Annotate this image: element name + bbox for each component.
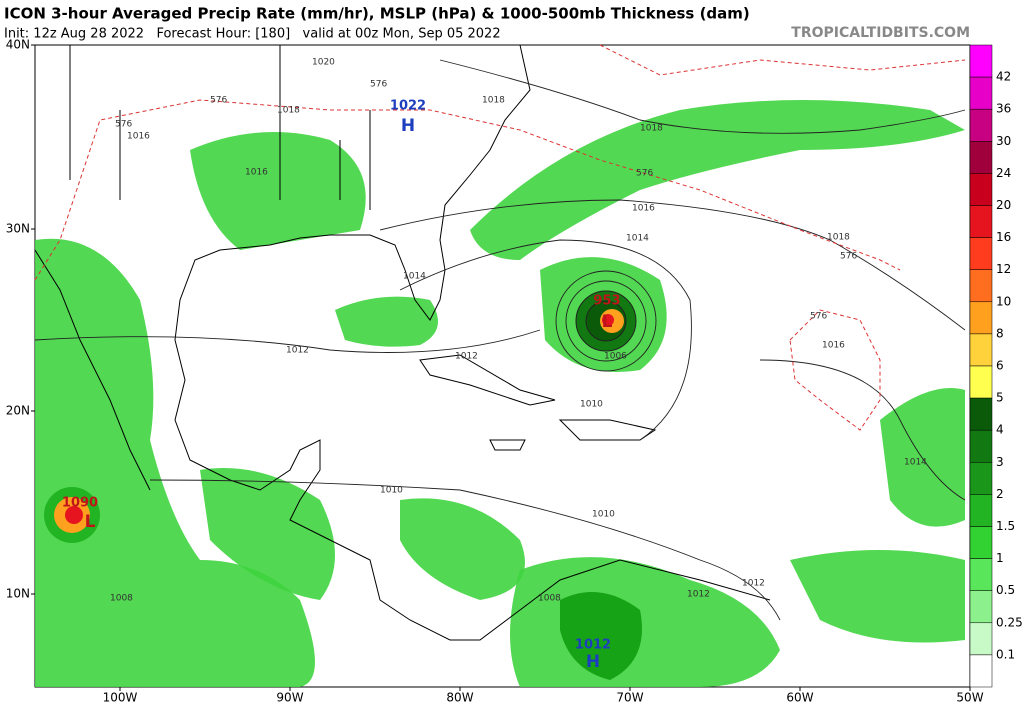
center-pressure: 953 (593, 294, 620, 309)
thickness-label: 576 (636, 169, 653, 179)
lat-label: 30N (6, 222, 30, 236)
thickness-label: 576 (115, 120, 132, 130)
lon-label: 100W (103, 691, 138, 705)
colorbar-swatch (969, 141, 993, 174)
lon-label: 80W (446, 691, 473, 705)
colorbar-swatch (969, 333, 993, 367)
colorbar-swatch (969, 205, 993, 238)
lat-label: 20N (6, 404, 30, 418)
colorbar-swatch (969, 365, 993, 399)
map: 1020 1018 1016 1018 1018 1016 1016 1014 … (34, 44, 971, 688)
colorbar-label: 36 (996, 102, 1011, 116)
center-letter: H (401, 116, 415, 136)
center-pressure: 1022 (390, 99, 426, 114)
thickness-label: 576 (370, 80, 387, 90)
thickness-label: 576 (810, 312, 827, 322)
isobar-label: 1016 (127, 132, 150, 142)
isobar-label: 1012 (455, 352, 478, 362)
thickness-label: 576 (840, 252, 857, 262)
colorbar-swatch (969, 462, 993, 495)
center-pressure: 1090 (62, 496, 98, 511)
isobar-label: 1008 (538, 594, 561, 604)
colorbar-swatch (969, 622, 993, 656)
colorbar-label: 2 (996, 487, 1004, 501)
center-letter: L (602, 312, 613, 332)
isobar-label: 1016 (822, 341, 845, 351)
isobar-label: 1010 (380, 486, 403, 496)
colorbar-swatch (969, 301, 993, 335)
center-letter: L (85, 512, 96, 532)
lat-label: 10N (6, 587, 30, 601)
site: TROPICALTIDBITS.COM (791, 25, 970, 41)
colorbar-swatch (969, 590, 993, 624)
isobar-label: 1018 (482, 96, 505, 106)
colorbar-swatch (969, 173, 993, 206)
colorbar: 42 36 30 24 20 16 12 10 8 6 5 4 3 2 1.5 1 0.5 0.25 0.1 (969, 44, 1023, 688)
colorbar-swatch (969, 558, 993, 591)
colorbar-label: 6 (996, 359, 1004, 373)
isobar-label: 1018 (640, 124, 663, 134)
colorbar-label: 0.1 (996, 647, 1015, 661)
axes: 40N 30N 20N 10N 100W 90W 80W 70W 60W 50W (6, 38, 984, 705)
colorbar-swatch (969, 269, 993, 303)
subtitle: Init: 12z Aug 28 2022 Forecast Hour: [18… (4, 27, 501, 42)
colorbar-swatch (969, 526, 993, 559)
colorbar-label: 24 (996, 166, 1011, 180)
colorbar-label: 1 (996, 551, 1004, 565)
colorbar-swatch (969, 237, 993, 270)
colorbar-label: 12 (996, 262, 1011, 276)
lon-label: 70W (616, 691, 643, 705)
lat-label: 40N (6, 38, 30, 52)
colorbar-swatch (969, 108, 993, 142)
colorbar-label: 4 (996, 423, 1004, 437)
center-letter: H (586, 652, 600, 672)
colorbar-label: 16 (996, 230, 1011, 244)
isobar-label: 1012 (286, 346, 309, 356)
lon-label: 50W (956, 691, 983, 705)
colorbar-label: 30 (996, 134, 1011, 148)
colorbar-swatch (969, 429, 993, 463)
center-pressure: 1012 (575, 638, 611, 653)
colorbar-swatch (969, 76, 993, 110)
isobar-label: 1018 (827, 233, 850, 243)
colorbar-label: 5 (996, 391, 1004, 405)
colorbar-swatch (969, 494, 993, 527)
colorbar-label: 42 (996, 70, 1011, 84)
lon-label: 60W (786, 691, 813, 705)
isobar-label: 1016 (245, 168, 268, 178)
colorbar-swatch (969, 44, 993, 78)
colorbar-label: 3 (996, 455, 1004, 469)
colorbar-swatch (969, 397, 993, 431)
isobar-label: 1016 (632, 204, 655, 214)
colorbar-label: 1.5 (996, 519, 1015, 533)
title: ICON 3-hour Averaged Precip Rate (mm/hr)… (4, 5, 750, 23)
isobar-label: 1006 (604, 352, 627, 362)
isobar-label: 1014 (904, 458, 927, 468)
isobar-label: 1014 (626, 234, 649, 244)
colorbar-label: 10 (996, 294, 1011, 308)
colorbar-label: 8 (996, 326, 1004, 340)
lon-label: 90W (276, 691, 303, 705)
isobar-label: 1008 (110, 594, 133, 604)
colorbar-label: 20 (996, 198, 1011, 212)
isobar-label: 1020 (312, 58, 335, 68)
isobar-label: 1014 (403, 272, 426, 282)
isobar-label: 1010 (592, 510, 615, 520)
colorbar-label: 0.25 (996, 615, 1023, 629)
isobar-label: 1018 (277, 106, 300, 116)
colorbar-label: 0.5 (996, 583, 1015, 597)
isobar-label: 1010 (580, 400, 603, 410)
colorbar-swatch (969, 654, 993, 688)
thickness-label: 576 (210, 96, 227, 106)
isobar-label: 1012 (687, 590, 710, 600)
hurricane (44, 270, 657, 543)
isobar-label: 1012 (742, 579, 765, 589)
